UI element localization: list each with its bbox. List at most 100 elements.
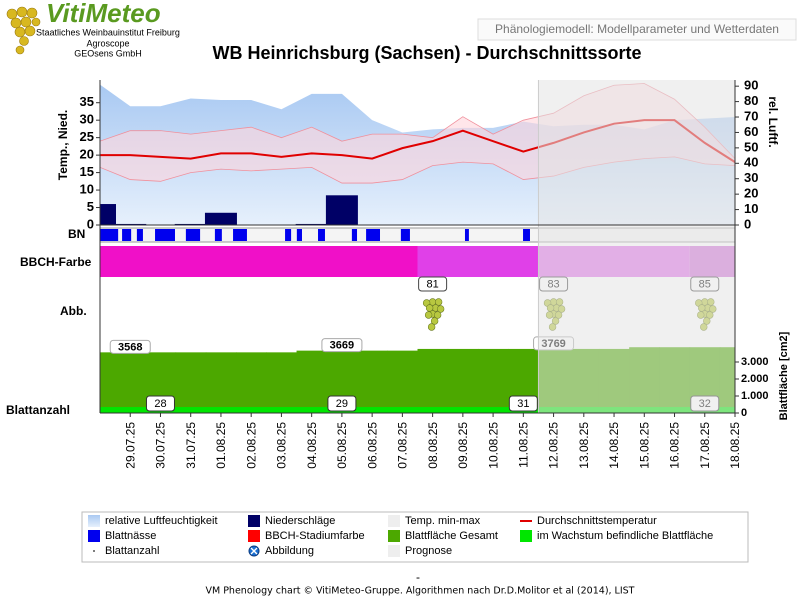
leaf-wetness xyxy=(464,229,469,241)
footer: VM Phenology chart © VitiMeteo-Gruppe. A… xyxy=(205,586,634,597)
legend-label: Abbildung xyxy=(265,545,314,557)
precipitation-bar xyxy=(325,195,358,225)
growing-leaf-area-bar xyxy=(266,407,298,413)
leaf-wetness xyxy=(351,229,358,241)
y-tick-label: 30 xyxy=(80,112,94,127)
y2-tick-label: 0 xyxy=(744,216,751,231)
precipitation-bar xyxy=(295,223,328,225)
y2-tick-label: 40 xyxy=(744,155,758,170)
growing-leaf-area-bar xyxy=(477,407,509,413)
x-tick-label: 03.08.25 xyxy=(275,422,289,469)
leaf-area-bar xyxy=(417,348,449,413)
leaf-wetness xyxy=(296,229,302,241)
x-tick-label: 11.08.25 xyxy=(517,422,531,468)
leaf-wetness xyxy=(122,229,132,241)
x-tick-label: 15.08.25 xyxy=(637,422,651,469)
tab-label[interactable]: Phänologiemodell: Modellparameter und We… xyxy=(495,22,779,36)
y-tick-label: 25 xyxy=(80,129,94,144)
leaf-area-label-box xyxy=(109,339,151,354)
legend-swatch-cross xyxy=(250,547,258,555)
leaf-wetness xyxy=(136,229,143,241)
leaf-area-tick-label: 0 xyxy=(741,407,747,419)
growing-leaf-area-bar xyxy=(115,407,146,413)
logo-grapes xyxy=(6,6,41,55)
grape-berry xyxy=(436,305,445,313)
leaf-area-bar xyxy=(296,350,328,413)
leaf-area-bar xyxy=(236,352,267,413)
leaf-area-bar xyxy=(447,348,479,413)
x-tick-label: 07.08.25 xyxy=(396,422,410,469)
bbch-band xyxy=(417,246,539,277)
x-tick-label: 06.08.25 xyxy=(365,422,379,469)
leaf-area-tick-label: 3.000 xyxy=(741,356,769,368)
precipitation-bar xyxy=(204,212,237,225)
leaf-wetness xyxy=(400,229,410,241)
leaf-count-label: 29 xyxy=(336,398,348,410)
growing-leaf-area-bar xyxy=(175,407,207,413)
grape-berry xyxy=(427,323,436,331)
grape-berry xyxy=(433,311,442,319)
row-label: BBCH-Farbe xyxy=(20,255,92,269)
x-tick-label: 10.08.25 xyxy=(486,422,500,469)
brand: VitiMeteo xyxy=(46,0,161,28)
x-tick-label: 09.08.25 xyxy=(456,422,470,469)
grape-berry xyxy=(434,298,443,306)
legend-label: Prognose xyxy=(405,545,452,557)
leaf-area-label: 3568 xyxy=(118,341,142,353)
x-tick-label: 12.08.25 xyxy=(547,422,561,469)
x-tick-label: 01.08.25 xyxy=(214,422,228,469)
institute-line: Agroscope xyxy=(86,38,129,48)
legend-swatch xyxy=(388,530,400,542)
x-tick-label: 16.08.25 xyxy=(668,422,682,469)
x-tick-label: 18.08.25 xyxy=(728,422,742,469)
y2-tick-label: 60 xyxy=(744,124,758,139)
legend-label: relative Luftfeuchtigkeit xyxy=(105,515,218,527)
leaf-area-label: 3669 xyxy=(330,340,354,352)
legend-label: Niederschläge xyxy=(265,515,335,527)
bbch-band xyxy=(100,246,418,277)
legend-swatch xyxy=(520,530,532,542)
leaf-area-tick-label: 2.000 xyxy=(741,373,769,385)
y2-tick-label: 50 xyxy=(744,139,758,154)
legend-swatch xyxy=(388,515,400,527)
leaf-count-box xyxy=(508,395,538,412)
plot-area: 81838535683669376928293132 xyxy=(100,80,735,413)
row-label: Abb. xyxy=(60,304,87,318)
leaf-area-bar xyxy=(266,352,298,413)
institute-line: GEOsens GmbH xyxy=(74,48,142,58)
leaf-area-bar xyxy=(175,352,207,413)
x-tick-label: 17.08.25 xyxy=(698,422,712,469)
y-tick-label: 20 xyxy=(80,147,94,162)
legend-label: Blattanzahl xyxy=(105,545,159,557)
x-tick-label: 29.07.25 xyxy=(123,422,137,469)
grape-icon xyxy=(422,298,445,331)
growing-leaf-area-bar xyxy=(447,407,479,413)
legend-box xyxy=(81,511,749,563)
tab[interactable] xyxy=(477,18,797,41)
precipitation-bar xyxy=(100,204,116,225)
y-tick-label: 15 xyxy=(80,164,94,179)
leaf-wetness xyxy=(285,229,292,241)
leaf-wetness xyxy=(523,229,530,241)
x-tick-label: 30.07.25 xyxy=(154,422,168,469)
stage-label: 81 xyxy=(426,278,438,290)
y-axis-label: Temp., Nied. xyxy=(56,110,70,180)
x-tick-label: 08.08.25 xyxy=(426,422,440,469)
y2-tick-label: 10 xyxy=(744,201,758,216)
institute-line: Staatliches Weinbauinstitut Freiburg xyxy=(36,27,180,37)
x-tick-label: 05.08.25 xyxy=(335,422,349,469)
growing-leaf-area-bar xyxy=(387,407,418,413)
y-tick-label: 10 xyxy=(80,181,94,196)
leaf-wetness xyxy=(318,229,325,241)
y2-tick-label: 90 xyxy=(744,78,758,93)
growing-leaf-area-bar xyxy=(205,407,237,413)
legend-label: Blattnässe xyxy=(105,530,156,542)
growing-leaf-area-bar xyxy=(236,407,267,413)
precipitation-bar xyxy=(174,223,207,225)
row-label: BN xyxy=(68,227,85,241)
growing-leaf-area-bar xyxy=(296,407,328,413)
growing-leaf-area-bar xyxy=(100,407,116,413)
x-tick-label: 31.07.25 xyxy=(184,422,198,469)
y-tick-label: 0 xyxy=(87,216,94,231)
